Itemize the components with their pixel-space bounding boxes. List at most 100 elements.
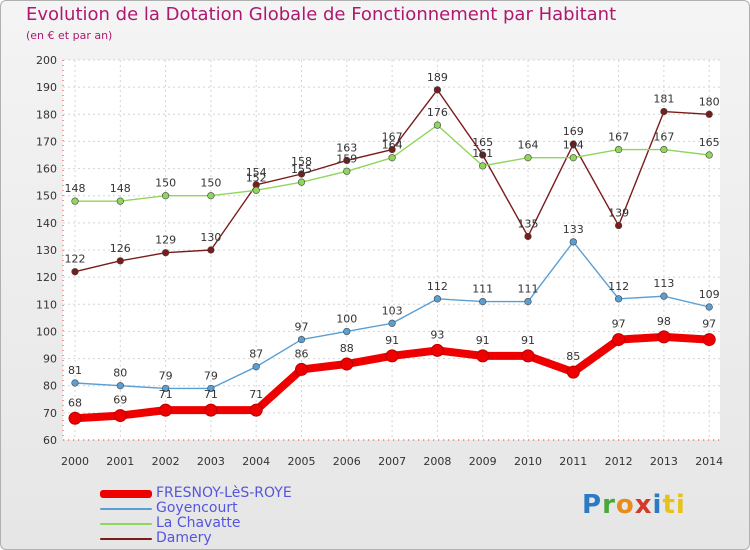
data-point bbox=[159, 403, 173, 417]
y-tick-label: 190 bbox=[36, 81, 57, 94]
x-tick-label: 2001 bbox=[106, 455, 134, 468]
data-label: 79 bbox=[159, 369, 173, 382]
data-point bbox=[479, 297, 487, 306]
x-tick-label: 2007 bbox=[378, 455, 406, 468]
proxiti-logo: Proxiti bbox=[582, 490, 686, 520]
data-point bbox=[71, 268, 79, 276]
y-tick-label: 110 bbox=[36, 298, 57, 311]
data-label: 163 bbox=[336, 141, 357, 154]
data-point bbox=[295, 362, 308, 376]
data-label: 159 bbox=[336, 152, 357, 165]
data-point bbox=[702, 333, 716, 347]
data-point bbox=[388, 319, 396, 327]
legend-label-goyencourt: Goyencourt bbox=[156, 500, 238, 516]
data-point bbox=[433, 86, 442, 94]
data-label: 100 bbox=[336, 312, 357, 325]
data-point bbox=[162, 249, 170, 257]
x-tick-label: 2006 bbox=[333, 455, 361, 468]
data-point bbox=[479, 162, 487, 170]
data-point bbox=[343, 327, 351, 336]
data-label: 130 bbox=[200, 231, 221, 244]
data-label: 154 bbox=[246, 166, 267, 179]
logo-letter: P bbox=[582, 490, 603, 520]
data-point bbox=[252, 186, 260, 194]
data-point bbox=[660, 292, 668, 300]
plot-area bbox=[63, 60, 720, 440]
data-label: 148 bbox=[65, 182, 86, 195]
data-label: 68 bbox=[68, 396, 82, 409]
data-label: 155 bbox=[291, 163, 312, 176]
legend-swatch-goyencourt bbox=[100, 508, 152, 510]
data-label: 87 bbox=[249, 348, 263, 361]
legend-swatch-damery bbox=[100, 538, 152, 540]
data-point bbox=[705, 151, 713, 159]
data-label: 129 bbox=[155, 234, 176, 247]
x-tick-label: 2003 bbox=[197, 455, 225, 468]
data-point bbox=[660, 107, 668, 116]
data-label: 93 bbox=[430, 328, 444, 341]
data-label: 169 bbox=[563, 125, 584, 138]
data-label: 180 bbox=[699, 95, 720, 108]
data-label: 150 bbox=[155, 177, 176, 190]
y-tick-label: 200 bbox=[36, 54, 57, 67]
data-label: 98 bbox=[657, 315, 671, 328]
data-label: 158 bbox=[291, 155, 312, 168]
data-point bbox=[430, 343, 444, 357]
data-point bbox=[116, 257, 124, 265]
data-label: 86 bbox=[295, 347, 309, 360]
data-point bbox=[385, 349, 399, 363]
logo-letter: o bbox=[615, 490, 635, 520]
data-point bbox=[207, 384, 215, 393]
y-tick-label: 180 bbox=[36, 108, 57, 121]
data-label: 165 bbox=[472, 136, 493, 149]
logo-letter: r bbox=[602, 490, 616, 520]
data-label: 79 bbox=[204, 369, 218, 382]
data-label: 135 bbox=[518, 217, 539, 230]
data-label: 167 bbox=[608, 131, 629, 144]
logo-letter: i bbox=[652, 490, 663, 520]
data-point bbox=[614, 295, 623, 303]
x-tick-label: 2014 bbox=[695, 455, 723, 468]
y-tick-label: 150 bbox=[36, 190, 57, 203]
data-label: 69 bbox=[113, 394, 127, 407]
data-label: 97 bbox=[702, 318, 716, 331]
logo-letter: ti bbox=[662, 490, 686, 520]
data-label: 91 bbox=[476, 334, 490, 347]
data-point bbox=[71, 197, 79, 205]
x-tick-label: 2013 bbox=[650, 455, 678, 468]
data-point bbox=[297, 335, 306, 344]
chart-title: Evolution de la Dotation Globale de Fonc… bbox=[26, 4, 617, 25]
data-label: 91 bbox=[385, 334, 399, 347]
data-label: 111 bbox=[518, 283, 539, 296]
data-point bbox=[71, 379, 79, 387]
data-label: 133 bbox=[563, 223, 584, 236]
data-label: 176 bbox=[427, 106, 448, 119]
data-label: 109 bbox=[699, 288, 720, 301]
data-label: 71 bbox=[204, 388, 218, 401]
data-label: 88 bbox=[340, 342, 354, 355]
data-label: 112 bbox=[427, 280, 448, 293]
y-tick-label: 130 bbox=[36, 244, 57, 257]
data-point bbox=[433, 295, 442, 303]
data-label: 150 bbox=[200, 177, 221, 190]
data-point bbox=[705, 110, 713, 118]
data-label: 167 bbox=[653, 131, 674, 144]
data-point bbox=[204, 403, 218, 417]
data-point bbox=[614, 221, 623, 230]
data-label: 139 bbox=[608, 207, 629, 220]
data-label: 161 bbox=[472, 147, 493, 160]
data-label: 113 bbox=[653, 277, 674, 290]
data-label: 81 bbox=[68, 364, 82, 377]
data-label: 148 bbox=[110, 182, 131, 195]
x-tick-label: 2005 bbox=[288, 455, 316, 468]
data-point bbox=[68, 411, 82, 425]
y-tick-label: 80 bbox=[43, 380, 57, 393]
data-point bbox=[340, 357, 354, 371]
data-label: 97 bbox=[612, 318, 626, 331]
data-point bbox=[252, 363, 260, 371]
data-point bbox=[207, 192, 215, 200]
data-point bbox=[249, 403, 263, 417]
data-point bbox=[343, 167, 351, 175]
data-point bbox=[207, 246, 215, 254]
data-point bbox=[524, 232, 532, 241]
